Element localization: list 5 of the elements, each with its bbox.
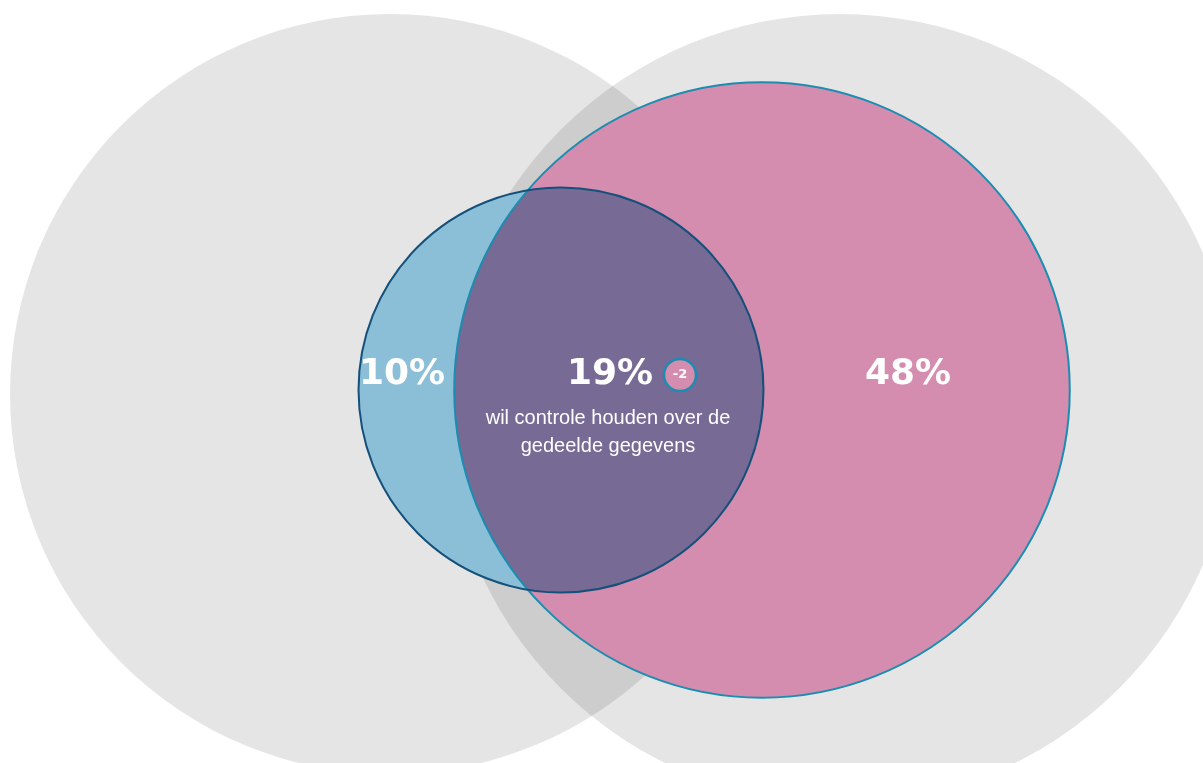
- data-label: 10%: [358, 351, 446, 393]
- text: -2: [672, 366, 688, 382]
- data-label: 48%: [864, 351, 952, 393]
- text: wil controle houden over de gedeelde gegevens: [484, 405, 731, 456]
- data-label: 19%: [566, 351, 654, 393]
